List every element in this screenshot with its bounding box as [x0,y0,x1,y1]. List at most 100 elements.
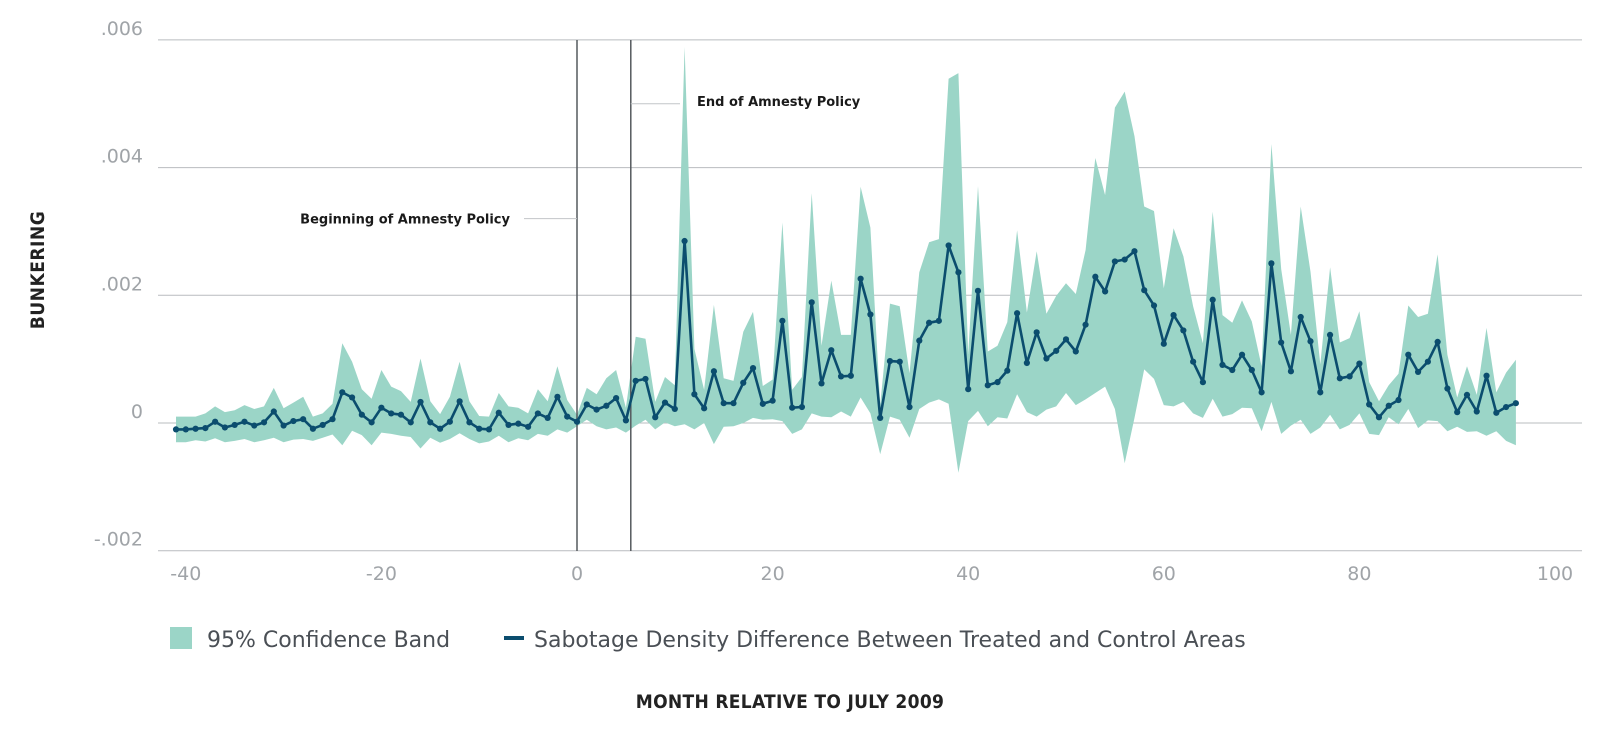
legend-line-swatch [504,636,524,640]
annotations: Beginning of Amnesty Policy End of Amnest… [300,95,861,228]
data-point [1444,385,1451,392]
data-point [828,347,835,354]
data-point [1395,396,1402,404]
data-point [1229,366,1236,374]
data-point [1326,331,1334,338]
data-point [339,389,346,396]
y-tick-label: .006 [101,18,143,40]
data-point [837,373,845,380]
data-point [1434,338,1441,346]
data-point [730,400,737,407]
data-point [172,426,180,433]
data-point [1209,296,1216,303]
data-point [759,400,766,407]
data-point [965,386,972,393]
data-point [544,414,551,421]
y-tick-labels: -.002 0 .002 .004 .006 [94,18,143,551]
data-point [1503,403,1510,411]
x-tick-label: -40 [170,563,201,585]
data-point [417,398,424,406]
data-point [573,418,581,425]
data-point [1278,339,1285,346]
data-point [290,417,297,425]
data-point [1072,348,1079,355]
data-point [1483,372,1490,379]
data-point [329,416,336,423]
data-point [1463,391,1471,399]
y-axis-label: BUNKERING [27,211,49,330]
data-point [1180,327,1187,334]
data-point [818,380,825,387]
data-point [1043,355,1050,362]
data-point [691,391,698,398]
data-point [1190,358,1197,365]
data-point [710,368,718,375]
data-point [974,287,982,294]
data-point [916,337,923,344]
data-point [652,414,659,421]
data-point [1366,401,1373,408]
data-point [1092,273,1099,280]
y-tick-label: -.002 [94,529,143,551]
data-point [378,404,385,411]
data-point [808,299,815,306]
data-point [1004,367,1011,374]
data-point [221,424,229,431]
y-tick-label: .004 [101,146,143,168]
data-point [1385,402,1392,409]
data-point [945,242,952,249]
data-point [955,269,962,276]
data-point [1424,358,1431,365]
legend-band-label: 95% Confidence Band [207,628,450,653]
data-point [1493,409,1500,416]
confidence-band [176,46,1516,473]
data-point [564,413,571,420]
data-point [241,418,248,425]
data-point [1219,361,1226,368]
data-point [427,419,434,426]
legend-line-label: Sabotage Density Difference Between Trea… [534,628,1246,653]
data-point [779,317,786,324]
data-point [1405,351,1412,358]
data-point [358,411,365,418]
data-point [925,319,933,326]
annotation-label: End of Amnesty Policy [697,95,861,110]
y-tick-label: .002 [101,273,143,295]
data-point [1258,389,1265,396]
data-point [896,358,903,365]
data-point [1287,368,1295,375]
data-point [1121,256,1128,263]
data-point [182,426,189,433]
data-point [671,405,678,413]
x-tick-label: 80 [1347,563,1371,585]
data-point [622,417,630,424]
data-point [309,425,317,432]
series-points [172,237,1519,433]
data-point [847,372,854,379]
policy-lines [576,40,632,551]
data-point [202,425,209,432]
data-point [251,422,258,429]
data-point [613,394,620,402]
x-tick-label: 60 [1152,563,1176,585]
data-point [192,425,199,432]
data-point [407,419,414,426]
data-point [984,382,991,389]
legend-band-swatch [170,627,192,649]
data-point [397,411,405,418]
data-point [749,364,757,372]
x-tick-label: 0 [571,563,583,585]
data-point [1375,414,1383,421]
data-point [476,425,483,432]
data-point [769,397,776,404]
data-point [300,416,307,423]
x-tick-label: 20 [761,563,785,585]
data-point [1238,351,1246,358]
data-point [554,393,561,400]
data-point [260,419,268,426]
data-point [1102,288,1109,295]
data-point [1170,311,1177,319]
data-point [1082,321,1089,328]
data-point [485,426,493,433]
data-point [798,403,806,411]
